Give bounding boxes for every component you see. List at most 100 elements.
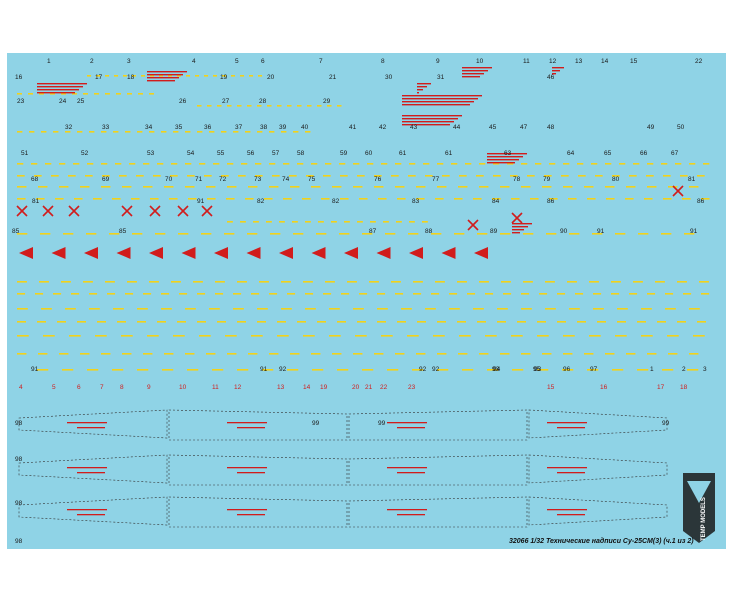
- stencil-mark: [105, 281, 115, 283]
- red-stencil-text: [147, 77, 179, 79]
- red-stencil-text: [557, 427, 585, 429]
- decal-number: 57: [272, 150, 280, 157]
- stencil-mark: [521, 308, 532, 310]
- stencil-mark: [497, 321, 506, 323]
- stencil-mark: [105, 75, 110, 77]
- stencil-mark: [101, 131, 107, 133]
- stencil-mark: [155, 233, 166, 235]
- stencil-mark: [187, 175, 195, 177]
- stencil-mark: [617, 321, 626, 323]
- stencil-mark: [377, 308, 388, 310]
- decal-number: 8: [381, 58, 385, 65]
- stencil-mark: [612, 369, 624, 371]
- decal-number: 11: [523, 58, 530, 65]
- stencil-mark: [340, 175, 348, 177]
- decal-number: 47: [520, 124, 528, 131]
- stencil-mark: [437, 369, 449, 371]
- stencil-mark: [500, 353, 510, 355]
- stencil-mark: [615, 233, 626, 235]
- decal-number: 92: [432, 366, 440, 373]
- stencil-mark: [473, 198, 482, 200]
- stencil-mark: [269, 163, 276, 165]
- stencil-mark: [663, 175, 671, 177]
- decal-number: 79: [543, 176, 551, 183]
- stencil-mark: [433, 335, 445, 337]
- decal-number: 44: [453, 124, 461, 131]
- stencil-mark: [563, 335, 575, 337]
- stencil-mark: [141, 75, 146, 77]
- red-stencil-text: [237, 514, 265, 516]
- decal-number: 28: [259, 98, 267, 105]
- stencil-mark: [65, 308, 76, 310]
- stencil-mark: [127, 281, 137, 283]
- decal-number: 80: [612, 176, 620, 183]
- stencil-mark: [226, 198, 235, 200]
- stencil-mark: [477, 321, 486, 323]
- stencil-mark: [647, 353, 657, 355]
- stencil-mark: [337, 321, 346, 323]
- decal-number: 98: [15, 500, 23, 507]
- stencil-mark: [629, 293, 638, 295]
- stencil-mark: [587, 369, 599, 371]
- stencil-mark: [454, 233, 465, 235]
- decal-number: 82: [257, 198, 265, 205]
- stencil-mark: [339, 163, 346, 165]
- stencil-mark: [374, 353, 384, 355]
- stencil-mark: [207, 105, 212, 107]
- stencil-mark: [510, 175, 518, 177]
- stencil-mark: [227, 105, 232, 107]
- stencil-mark: [454, 198, 463, 200]
- decal-number: 34: [145, 124, 153, 131]
- red-stencil-text: [37, 92, 75, 94]
- stencil-mark: [77, 131, 83, 133]
- stencil-mark: [117, 321, 126, 323]
- red-stencil-text: [552, 73, 556, 75]
- stencil-mark: [199, 163, 206, 165]
- stencil-mark: [675, 163, 682, 165]
- stencil-mark: [589, 335, 601, 337]
- stencil-mark: [17, 198, 26, 200]
- stencil-mark: [396, 221, 402, 223]
- stencil-mark: [150, 198, 159, 200]
- decal-number: 91: [690, 228, 698, 235]
- stencil-mark: [395, 186, 405, 188]
- stencil-mark: [575, 293, 584, 295]
- stencil-mark: [147, 335, 159, 337]
- stencil-mark: [80, 186, 90, 188]
- decal-number: 64: [567, 150, 575, 157]
- decal-number: 48: [547, 124, 555, 131]
- stencil-mark: [161, 308, 172, 310]
- stencil-mark: [317, 321, 326, 323]
- decal-number: 46: [547, 74, 555, 81]
- stencil-mark: [323, 293, 332, 295]
- stencil-mark: [41, 308, 52, 310]
- temp-models-logo: TEMP MODELS: [683, 473, 715, 543]
- stencil-mark: [306, 175, 314, 177]
- stencil-mark: [217, 105, 222, 107]
- red-stencil-text: [402, 104, 470, 106]
- stencil-mark: [53, 131, 59, 133]
- stencil-mark: [29, 131, 35, 133]
- stencil-mark: [31, 163, 38, 165]
- stencil-mark: [422, 221, 428, 223]
- stencil-mark: [59, 186, 69, 188]
- stencil-mark: [567, 281, 577, 283]
- decal-number: 31: [437, 74, 445, 81]
- stencil-mark: [412, 369, 424, 371]
- stencil-mark: [561, 175, 569, 177]
- stencil-mark: [233, 293, 242, 295]
- decal-number: 4: [19, 384, 23, 391]
- stencil-mark: [222, 75, 227, 77]
- stencil-mark: [316, 233, 327, 235]
- stencil-mark: [35, 293, 44, 295]
- decal-number: 17: [95, 74, 103, 81]
- decal-number: 35: [175, 124, 183, 131]
- stencil-mark: [80, 353, 90, 355]
- stencil-mark: [227, 186, 237, 188]
- stencil-mark: [697, 175, 705, 177]
- red-x-marker: [16, 205, 28, 217]
- red-stencil-text: [227, 422, 267, 424]
- stencil-mark: [37, 369, 49, 371]
- stencil-mark: [661, 233, 672, 235]
- stencil-mark: [240, 75, 245, 77]
